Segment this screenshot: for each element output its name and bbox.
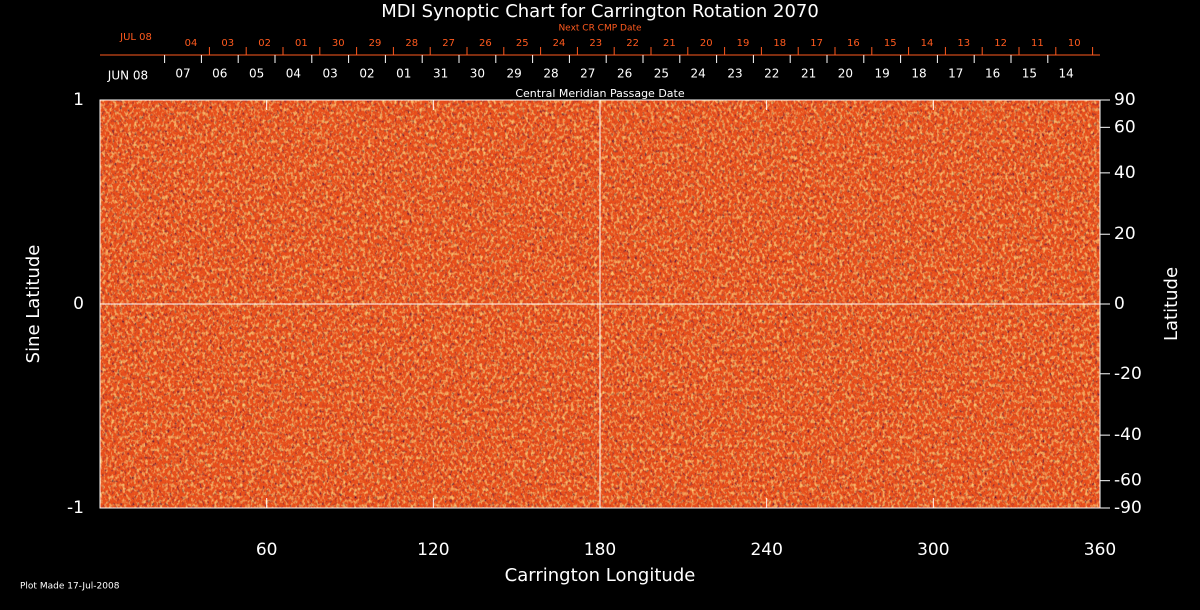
top-date-label: 29: [369, 38, 382, 49]
y2-tick-label: 0: [1114, 294, 1125, 314]
x-tick-label: 360: [1084, 540, 1116, 560]
top-date-label: 19: [737, 38, 750, 49]
y2-tick-label: 90: [1114, 90, 1136, 110]
top-date-label: 15: [884, 38, 897, 49]
top-date-label: 10: [1068, 38, 1081, 49]
chart-title: MDI Synoptic Chart for Carrington Rotati…: [381, 1, 819, 22]
date-label: 18: [911, 67, 926, 81]
y2-tick-label: -20: [1114, 364, 1142, 384]
y-tick-label: 1: [73, 90, 84, 110]
date-label: 27: [580, 67, 595, 81]
top-date-label: 21: [663, 38, 676, 49]
y2-tick-label: 60: [1114, 117, 1136, 137]
top-date-label: 16: [847, 38, 860, 49]
date-label: 30: [470, 67, 485, 81]
date-label: 07: [175, 67, 190, 81]
x-axis-label: Carrington Longitude: [505, 565, 696, 586]
top-date-label: 14: [921, 38, 934, 49]
top-date-label: 12: [994, 38, 1007, 49]
date-label: 04: [286, 67, 301, 81]
y2-tick-label: -60: [1114, 471, 1142, 491]
top-axis-month: JUL 08: [119, 32, 152, 43]
date-label: 02: [359, 67, 374, 81]
date-label: 28: [543, 67, 558, 81]
top-date-label: 27: [442, 38, 455, 49]
top-date-label: 23: [589, 38, 602, 49]
date-label: 21: [801, 67, 816, 81]
date-label: 22: [764, 67, 779, 81]
top-date-label: 03: [221, 38, 234, 49]
date-label: 03: [323, 67, 338, 81]
footnote: Plot Made 17-Jul-2008: [20, 582, 120, 592]
top-date-label: 11: [1031, 38, 1044, 49]
y-axis-label: Sine Latitude: [23, 245, 44, 364]
x-tick-label: 180: [584, 540, 616, 560]
top-axis-title: Next CR CMP Date: [558, 24, 642, 34]
x-tick-label: 240: [750, 540, 782, 560]
y2-tick-label: 40: [1114, 163, 1136, 183]
y2-axis-label: Latitude: [1161, 267, 1182, 341]
x-tick-label: 120: [417, 540, 449, 560]
top-date-label: 28: [405, 38, 418, 49]
top-date-label: 30: [332, 38, 345, 49]
x-tick-label: 60: [256, 540, 278, 560]
date-label: 31: [433, 67, 448, 81]
y2-tick-label: -90: [1114, 498, 1142, 518]
top-date-label: 20: [700, 38, 713, 49]
date-label: 01: [396, 67, 411, 81]
date-label: 16: [985, 67, 1000, 81]
date-label: 29: [507, 67, 522, 81]
top-date-label: 24: [553, 38, 566, 49]
y-tick-label: 0: [73, 294, 84, 314]
date-label: 19: [875, 67, 890, 81]
top-date-label: 17: [810, 38, 823, 49]
date-axis-title: Central Meridian Passage Date: [515, 87, 684, 100]
date-label: 25: [654, 67, 669, 81]
date-label: 15: [1022, 67, 1037, 81]
date-label: 17: [948, 67, 963, 81]
x-tick-label: 300: [917, 540, 949, 560]
top-date-label: 13: [957, 38, 970, 49]
top-date-label: 18: [773, 38, 786, 49]
date-axis-month: JUN 08: [107, 69, 148, 83]
top-date-label: 04: [185, 38, 198, 49]
top-date-label: 01: [295, 38, 308, 49]
top-date-label: 26: [479, 38, 492, 49]
y-tick-label: -1: [67, 498, 84, 518]
top-date-label: 02: [258, 38, 271, 49]
date-label: 05: [249, 67, 264, 81]
date-label: 23: [727, 67, 742, 81]
date-label: 06: [212, 67, 227, 81]
date-label: 24: [691, 67, 706, 81]
y2-tick-label: 20: [1114, 224, 1136, 244]
top-date-label: 22: [626, 38, 639, 49]
date-label: 14: [1059, 67, 1074, 81]
y2-tick-label: -40: [1114, 425, 1142, 445]
date-label: 20: [838, 67, 853, 81]
date-label: 26: [617, 67, 632, 81]
top-date-label: 25: [516, 38, 529, 49]
